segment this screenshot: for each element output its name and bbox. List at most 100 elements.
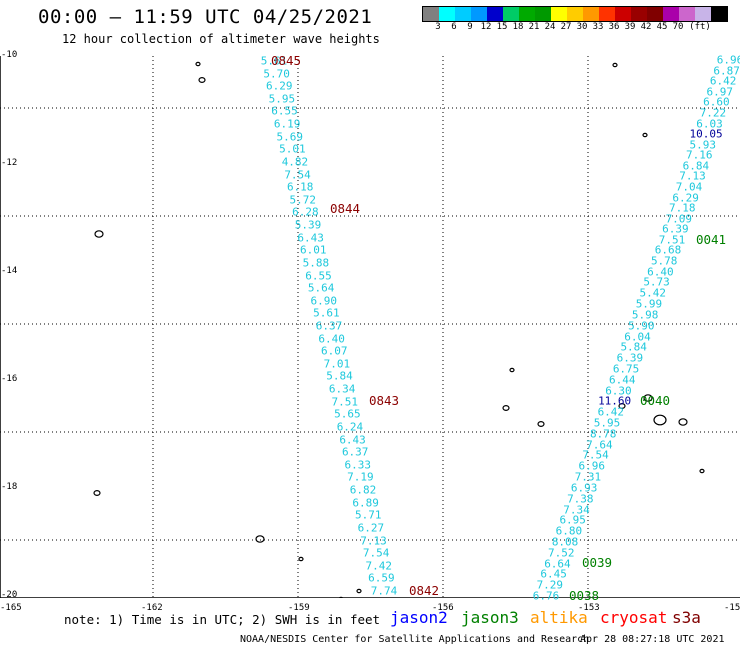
- island-outline: [643, 394, 653, 402]
- island-outline: [198, 77, 206, 84]
- wave-height-label: 7.54: [362, 546, 390, 560]
- wave-height-label: 5.70: [263, 67, 290, 81]
- legend-jason3: jason3: [461, 608, 519, 627]
- wave-height-label: 6.30: [605, 384, 632, 398]
- wave-height-label: 5.69: [276, 130, 303, 144]
- island-outline: [618, 403, 626, 410]
- wave-height-label: 6.76: [532, 589, 560, 603]
- wave-height-label: 7.74: [370, 584, 398, 598]
- wave-height-label: 6.96: [716, 53, 740, 67]
- wave-height-label: 7.22: [699, 106, 727, 120]
- pass-time-label: 0845: [270, 52, 302, 68]
- island-outline: [195, 61, 201, 67]
- wave-height-label: 6.84: [682, 159, 710, 173]
- wave-height-label: 6.39: [616, 351, 644, 365]
- color-scale-tick: 36: [608, 22, 620, 32]
- color-scale-tick: 9: [467, 22, 473, 32]
- latitude-tick-label: -10: [1, 50, 18, 60]
- legend-altika: altika: [530, 608, 588, 627]
- color-scale-tick: 6: [451, 22, 457, 32]
- wave-height-label: 6.03: [696, 117, 723, 131]
- islands: [93, 61, 705, 598]
- color-scale-tick: 33: [592, 22, 604, 32]
- wave-height-label: 5.99: [635, 297, 663, 311]
- wave-height-label: 6.18: [286, 180, 314, 194]
- color-scale-tick: 70: [672, 22, 684, 32]
- latitude-tick-label: -16: [1, 374, 18, 384]
- color-swatch: [503, 7, 519, 21]
- color-swatch: [439, 7, 455, 21]
- wave-height-label: 6.28: [292, 205, 319, 219]
- wave-height-label: 5.88: [302, 256, 330, 270]
- wave-height-label: 6.96: [578, 459, 606, 473]
- color-swatch: [615, 7, 631, 21]
- island-outline: [537, 421, 545, 428]
- wave-height-label: 6.80: [555, 524, 583, 538]
- island-outline: [612, 62, 618, 68]
- color-scale-tick: 18: [512, 22, 524, 32]
- color-swatch: [711, 7, 727, 21]
- wave-height-label: 5.93: [689, 138, 716, 152]
- footer-credit: NOAA/NESDIS Center for Satellite Applica…: [240, 634, 590, 645]
- color-scale-tick: 39: [624, 22, 636, 32]
- pass-time-label: 0039: [581, 554, 613, 570]
- island-outline: [653, 414, 667, 426]
- map-grid: [0, 56, 740, 598]
- wave-height-label: 10.05: [689, 127, 723, 141]
- wave-height-label: 5.73: [643, 275, 670, 289]
- wave-height-label: 6.43: [297, 231, 324, 245]
- wave-height-label: 7.51: [331, 395, 358, 409]
- pass-time-label: 0038: [568, 587, 600, 603]
- wave-height-label: 6.68: [654, 243, 682, 257]
- wave-height-label: 7.29: [536, 578, 564, 592]
- longitude-tick-label: -159: [288, 603, 310, 613]
- wave-height-label: 7.19: [347, 470, 374, 484]
- wave-height-label: 8.78: [589, 427, 617, 441]
- wave-height-label: 6.40: [647, 265, 674, 279]
- wave-height-label: 7.09: [665, 212, 693, 226]
- wave-height-label: 6.55: [271, 104, 298, 118]
- wave-height-label: 5.42: [639, 286, 667, 300]
- wave-height-label: 4.82: [281, 155, 309, 169]
- wave-height-label: 5.90: [628, 319, 655, 333]
- island-outline: [298, 556, 304, 562]
- wave-height-label: 7.34: [563, 503, 590, 516]
- color-swatch: [487, 7, 503, 21]
- legend-s3a: s3a: [672, 608, 701, 627]
- wave-height-label: 7.16: [686, 148, 713, 162]
- color-swatch: [551, 7, 567, 21]
- wave-height-label: 6.43: [339, 433, 366, 447]
- wave-height-label: 6.60: [703, 95, 730, 109]
- latitude-tick-label: -18: [1, 482, 18, 492]
- pass-time-label: 0843: [368, 392, 400, 408]
- wave-height-label: 7.54: [284, 168, 311, 182]
- color-scale-tick: 12: [480, 22, 492, 32]
- color-swatch: [599, 7, 615, 21]
- longitude-tick-label: -162: [141, 603, 163, 613]
- wave-height-label: 6.75: [612, 362, 640, 376]
- wave-height-label: 6.07: [320, 344, 348, 358]
- wave-height-label: 5.95: [593, 416, 621, 430]
- color-swatch: [663, 7, 679, 21]
- island-outline: [509, 367, 515, 373]
- wave-height-label: 6.90: [310, 294, 338, 308]
- wave-height-label: 7.38: [567, 492, 594, 506]
- wave-height-label: 8.08: [551, 535, 579, 549]
- wave-height-label: 6.29: [265, 79, 293, 93]
- color-swatch: [631, 7, 647, 21]
- color-swatch: [567, 7, 583, 21]
- wave-height-label: 7.04: [675, 180, 703, 194]
- wave-height-label: 5.84: [620, 340, 647, 354]
- wave-height-label: 6.34: [328, 382, 356, 396]
- wave-height-label: 6.37: [315, 319, 343, 333]
- wave-height-label: 7.42: [365, 559, 393, 573]
- legend-note: note: 1) Time is in UTC; 2) SWH is in fe…: [64, 612, 381, 627]
- wave-height-label: 7.52: [548, 546, 575, 560]
- wave-height-label: 6.93: [570, 481, 598, 495]
- color-swatch: [423, 7, 439, 21]
- latitude-tick-label: -14: [1, 266, 18, 276]
- color-scale-tick: (ft): [689, 22, 711, 32]
- wave-height-label: 5.72: [289, 193, 317, 207]
- island-outline: [338, 596, 344, 598]
- wave-height-label: 6.82: [349, 483, 377, 497]
